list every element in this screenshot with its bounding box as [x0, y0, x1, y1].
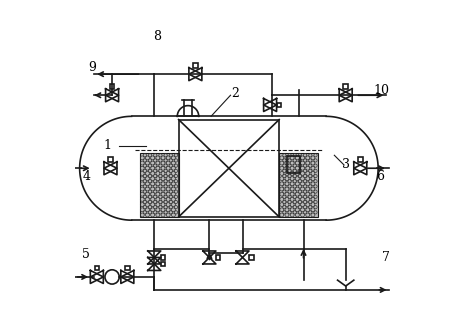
Text: 4: 4 — [82, 170, 90, 183]
Bar — [216, 255, 220, 260]
Text: 5: 5 — [82, 248, 90, 261]
Bar — [179, 119, 279, 217]
Text: 6: 6 — [376, 170, 384, 183]
Bar — [108, 157, 113, 162]
Bar — [249, 255, 254, 260]
Text: 3: 3 — [342, 158, 350, 172]
Text: 9: 9 — [89, 61, 97, 74]
Text: 7: 7 — [383, 251, 390, 264]
Bar — [279, 152, 318, 217]
Text: 1: 1 — [103, 139, 111, 152]
Bar — [287, 155, 300, 174]
Bar — [358, 157, 363, 162]
Bar — [161, 255, 165, 260]
Bar — [95, 266, 99, 271]
Bar — [161, 262, 165, 266]
Text: 8: 8 — [154, 30, 162, 43]
Text: 10: 10 — [374, 84, 389, 97]
Bar — [140, 152, 179, 217]
Bar — [125, 266, 129, 271]
Bar — [193, 63, 198, 68]
Text: 2: 2 — [231, 87, 239, 100]
Bar — [344, 84, 348, 89]
Bar — [110, 84, 114, 89]
Bar — [277, 103, 281, 107]
